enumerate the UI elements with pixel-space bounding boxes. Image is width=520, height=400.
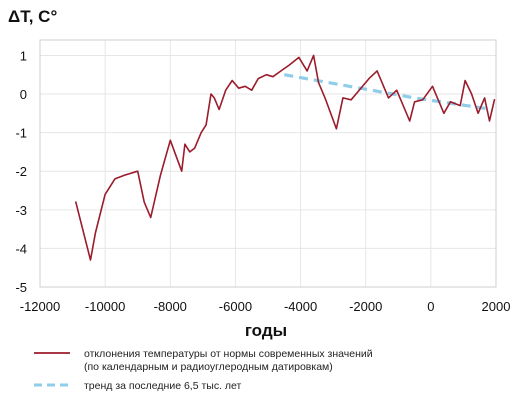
x-axis-label: годы: [245, 321, 287, 340]
legend-label-series-1: отклонения температуры от нормы современ…: [84, 348, 373, 360]
x-tick-label: 2000: [482, 299, 511, 314]
x-tick-label: -10000: [85, 299, 125, 314]
legend: отклонения температуры от нормы современ…: [34, 348, 373, 392]
plot-frame: [39, 39, 497, 288]
y-tick-label: -5: [15, 280, 27, 295]
series-layer: [75, 54, 496, 261]
y-tick-label: -3: [15, 203, 27, 218]
y-axis-ticks: 1 0 -1 -2 -3 -4 -5: [15, 48, 27, 295]
x-tick-label: -8000: [154, 299, 187, 314]
grid: [39, 40, 497, 288]
x-tick-label: -2000: [349, 299, 382, 314]
y-axis-label: ΔT, C°: [8, 7, 57, 26]
legend-label-series-1-line2: (по календарным и радиоуглеродным датиро…: [84, 361, 333, 373]
y-tick-label: 1: [20, 48, 27, 63]
x-tick-label: -12000: [20, 299, 60, 314]
y-tick-label: -2: [15, 164, 27, 179]
x-tick-label: 0: [427, 299, 434, 314]
series-line-temperature: [75, 54, 496, 261]
series-line-trend: [284, 73, 493, 112]
x-axis-ticks: -12000 -10000 -8000 -6000 -4000 -2000 0 2000: [20, 299, 511, 314]
y-tick-label: 0: [20, 87, 27, 102]
x-tick-label: -4000: [284, 299, 317, 314]
x-tick-label: -6000: [219, 299, 252, 314]
y-tick-label: -1: [15, 126, 27, 141]
y-tick-label: -4: [15, 241, 27, 256]
legend-label-series-2: тренд за последние 6,5 тыс. лет: [84, 380, 242, 392]
